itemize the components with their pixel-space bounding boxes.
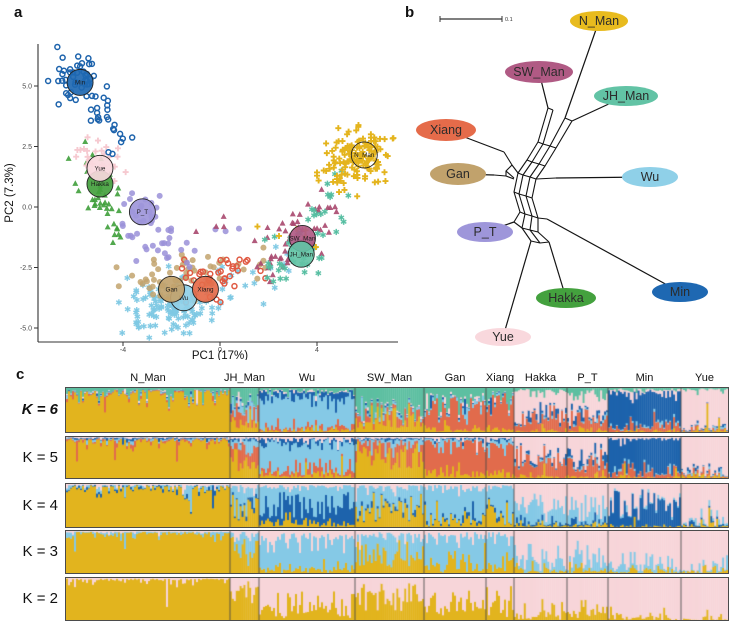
population-label-Gan: Gan <box>444 372 466 384</box>
network-node-SW_Man: SW_Man <box>505 61 573 83</box>
svg-text:Hakka: Hakka <box>91 181 109 188</box>
network-node-Gan: Gan <box>430 163 486 185</box>
network-node-N_Man: N_Man <box>570 11 628 31</box>
population-label-SW_Man: SW_Man <box>366 372 413 384</box>
scale-bar-label: 0.1 <box>505 17 513 23</box>
y-tick-label: 5.0 <box>22 83 32 90</box>
pca-y-axis-label: PC2 (7.3%) <box>4 163 16 223</box>
population-label-N_Man: N_Man <box>130 372 166 384</box>
panel-b-letter: b <box>405 4 415 21</box>
x-tick-label: 0 <box>218 347 222 354</box>
svg-text:N_Man: N_Man <box>354 152 375 159</box>
svg-text:JH_Man: JH_Man <box>290 251 314 258</box>
y-tick-label: -2.5 <box>20 265 32 272</box>
admixture-row-k6 <box>64 386 729 433</box>
population-label-Yue: Yue <box>695 372 714 384</box>
svg-text:Yue: Yue <box>492 330 514 344</box>
population-label-Hakka: Hakka <box>524 372 557 384</box>
svg-text:P_T: P_T <box>474 225 497 239</box>
svg-text:Wu: Wu <box>641 170 660 184</box>
network-node-P_T: P_T <box>457 222 513 242</box>
y-tick-label: 2.5 <box>22 144 32 151</box>
admixture-row-k4 <box>64 482 729 528</box>
population-label-P_T: P_T <box>577 372 598 384</box>
y-tick-label: 0.0 <box>22 204 32 211</box>
k-value-label-6: K = 6 <box>21 400 58 418</box>
network-node-Xiang: Xiang <box>416 119 476 141</box>
panel-a-letter: a <box>14 4 23 21</box>
svg-text:JH_Man: JH_Man <box>603 89 650 103</box>
admixture-row-canvas-k5 <box>65 436 728 478</box>
x-tick-label: -4 <box>120 347 126 354</box>
network-node-Hakka: Hakka <box>536 288 596 308</box>
admixture-row-canvas-k3 <box>65 530 728 573</box>
svg-text:N_Man: N_Man <box>579 14 619 28</box>
svg-text:Wu: Wu <box>179 295 189 302</box>
population-label-Min: Min <box>635 372 654 384</box>
admixture-row-canvas-k4 <box>65 483 728 527</box>
scale-bar: 0.1 <box>439 16 513 23</box>
admixture-row-canvas-k2 <box>65 577 728 620</box>
svg-text:Hakka: Hakka <box>548 291 583 305</box>
cluster-label-N_Man: N_Man <box>350 141 378 169</box>
k-value-label-2: K = 2 <box>22 589 58 607</box>
admixture-row-k5 <box>64 435 729 479</box>
network-mesh <box>493 107 573 244</box>
svg-text:Yue: Yue <box>95 165 106 172</box>
svg-text:Min: Min <box>670 285 690 299</box>
y-tick-label: -5.0 <box>20 325 32 332</box>
population-label-Wu: Wu <box>298 372 316 384</box>
pca-axis-ticks: 5.0 2.5 0.0 -2.5 -5.0 -4 0 4 <box>20 83 319 354</box>
x-tick-label: 4 <box>315 347 319 354</box>
branch-Min <box>546 218 681 293</box>
network-node-JH_Man: JH_Man <box>594 86 658 106</box>
pca-x-axis-label: PC1 (17%) <box>192 350 248 360</box>
population-label-JH_Man: JH_Man <box>224 372 265 384</box>
svg-text:Gan: Gan <box>446 167 470 181</box>
svg-text:SW_Man: SW_Man <box>289 236 315 243</box>
svg-text:Gan: Gan <box>166 286 178 293</box>
svg-text:SW_Man: SW_Man <box>513 65 564 79</box>
cluster-label-Xiang: Xiang <box>191 275 219 303</box>
svg-text:Min: Min <box>75 80 86 87</box>
splits-network-plot: 0.1 N_Man SW_Man JH_Man Xiang Gan Wu P_T Min Hak… <box>416 11 708 346</box>
k-value-label-3: K = 3 <box>22 542 58 560</box>
panel-network: b 0.1 N_Man SW_Man JH_Man Xiang Gan Wu P_T Min H… <box>400 0 735 360</box>
network-nodes: N_Man SW_Man JH_Man Xiang Gan Wu P_T Min Hakka Yu… <box>416 11 708 346</box>
admixture-row-k2 <box>64 576 729 621</box>
network-node-Min: Min <box>652 282 708 302</box>
k-value-label-4: K = 4 <box>22 496 58 514</box>
cluster-label-Min: Min <box>66 68 94 96</box>
svg-text:Xiang: Xiang <box>197 286 214 293</box>
network-node-Yue: Yue <box>475 328 531 346</box>
admixture-row-k3 <box>64 529 729 574</box>
cluster-label-Yue: Yue <box>86 154 114 182</box>
branch-Yue <box>502 240 532 338</box>
cluster-label-JH_Man: JH_Man <box>287 240 315 268</box>
branch-N_Man <box>564 20 600 119</box>
k-value-label-5: K = 5 <box>22 448 58 466</box>
cluster-label-P_T: P_T <box>128 198 156 226</box>
svg-text:P_T: P_T <box>137 209 149 216</box>
panel-pca: a 5.0 2.5 0.0 -2.5 -5.0 -4 0 4 Wu Gan Xiang P_T Hak… <box>0 0 400 362</box>
admixture-row-canvas-k6 <box>65 387 728 432</box>
population-label-Xiang: Xiang <box>485 372 515 384</box>
network-node-Wu: Wu <box>622 167 678 187</box>
panel-c-letter: c <box>16 366 25 383</box>
cluster-label-Gan: Gan <box>158 275 185 303</box>
svg-text:Xiang: Xiang <box>430 123 462 137</box>
panel-admixture: c N_Man JH_Man Wu SW_Man Gan Xiang Hakka P_T Min… <box>0 360 735 629</box>
